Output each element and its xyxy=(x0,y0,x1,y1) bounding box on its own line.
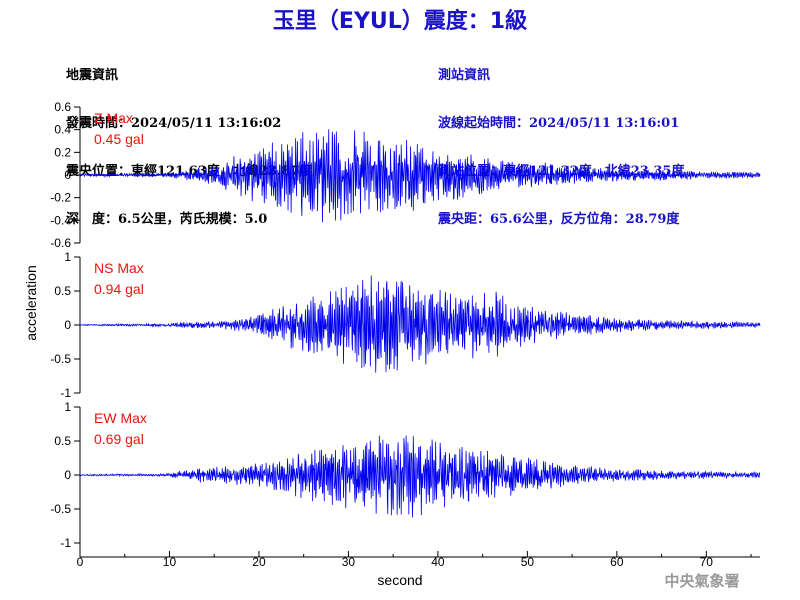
y-tick-label: 1 xyxy=(64,400,71,414)
x-tick-label: 10 xyxy=(163,555,177,569)
depth-magnitude: 深 度：6.5公里，芮氏規模：5.0 xyxy=(66,212,268,227)
y-tick-label: 0 xyxy=(64,318,71,332)
chart-panels: -0.6 -0.4 -0.2 0 0.2 0.4 0.6 Z Max 0.45 gal -1 -0.… xyxy=(50,100,761,550)
panel-ns: -1 -0.5 0 0.5 1 NS Max 0.94 gal xyxy=(50,250,761,400)
y-tick-label: -0.6 xyxy=(50,236,71,250)
panel-max-value: 0.69 gal xyxy=(94,431,144,447)
origin-time: 發震時間：2024/05/11 13:16:02 xyxy=(66,116,282,131)
x-tick-label: 0 xyxy=(77,555,84,569)
y-tick-label: -0.2 xyxy=(50,191,71,205)
y-tick-label: -0.5 xyxy=(50,352,71,366)
waveform-trace-z xyxy=(79,129,761,223)
x-axis: 0 10 20 30 40 50 60 70 xyxy=(77,543,760,569)
x-tick-label: 30 xyxy=(342,555,356,569)
chart-title: 玉里（EYUL）震度：1級 xyxy=(272,9,528,34)
panel-max-value: 0.94 gal xyxy=(94,281,144,297)
panel-max-title: EW Max xyxy=(94,410,147,426)
x-tick-label: 50 xyxy=(521,555,535,569)
y-tick-label: 0.5 xyxy=(54,434,71,448)
y-tick-label: 0 xyxy=(64,468,71,482)
x-tick-label: 70 xyxy=(700,555,714,569)
distance-azimuth: 震央距：65.6公里，反方位角：28.79度 xyxy=(438,212,680,227)
x-axis-label: second xyxy=(377,572,422,588)
y-tick-label: -0.5 xyxy=(50,502,71,516)
y-tick-label: -1 xyxy=(60,536,71,550)
y-axis-label: acceleration xyxy=(23,265,39,341)
x-tick-label: 60 xyxy=(610,555,624,569)
x-tick-label: 40 xyxy=(431,555,445,569)
panel-max-title: NS Max xyxy=(94,260,144,276)
wave-start-time: 波線起始時間：2024/05/11 13:16:01 xyxy=(438,116,680,131)
y-tick-label: 0.4 xyxy=(54,123,71,137)
waveform-trace-ns xyxy=(79,275,761,373)
y-tick-label: 0.2 xyxy=(54,145,71,159)
x-tick-label: 20 xyxy=(252,555,266,569)
y-tick-label: 0.6 xyxy=(54,100,71,114)
panel-ew: -1 -0.5 0 0.5 1 EW Max 0.69 gal xyxy=(50,400,761,550)
y-tick-label: -1 xyxy=(60,386,71,400)
station-info-heading: 測站資訊 xyxy=(438,68,491,83)
y-tick-label: 0.5 xyxy=(54,284,71,298)
quake-info-heading: 地震資訊 xyxy=(66,68,119,83)
panel-z: -0.6 -0.4 -0.2 0 0.2 0.4 0.6 Z Max 0.45 gal xyxy=(50,100,761,250)
panel-max-title: Z Max xyxy=(94,110,133,126)
y-tick-label: -0.4 xyxy=(50,213,71,227)
y-tick-label: 0 xyxy=(64,168,71,182)
y-tick-label: 1 xyxy=(64,250,71,264)
waveform-trace-ew xyxy=(79,435,761,518)
agency-credit: 中央氣象署 xyxy=(664,572,739,590)
panel-max-value: 0.45 gal xyxy=(94,131,144,147)
